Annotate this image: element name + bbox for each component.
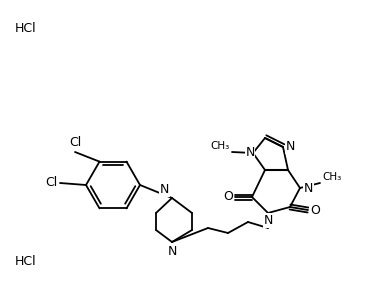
Text: Cl: Cl [69, 136, 81, 149]
Text: O: O [310, 204, 320, 217]
Text: N: N [263, 214, 273, 227]
Text: HCl: HCl [15, 255, 37, 268]
Text: HCl: HCl [15, 22, 37, 35]
Text: Cl: Cl [46, 176, 58, 189]
Text: N: N [304, 182, 313, 194]
Text: CH₃: CH₃ [211, 141, 230, 151]
Text: N: N [245, 146, 255, 159]
Text: N: N [160, 183, 169, 196]
Text: N: N [167, 245, 177, 258]
Text: N: N [286, 140, 295, 153]
Text: CH₃: CH₃ [322, 172, 341, 182]
Text: O: O [223, 191, 233, 204]
